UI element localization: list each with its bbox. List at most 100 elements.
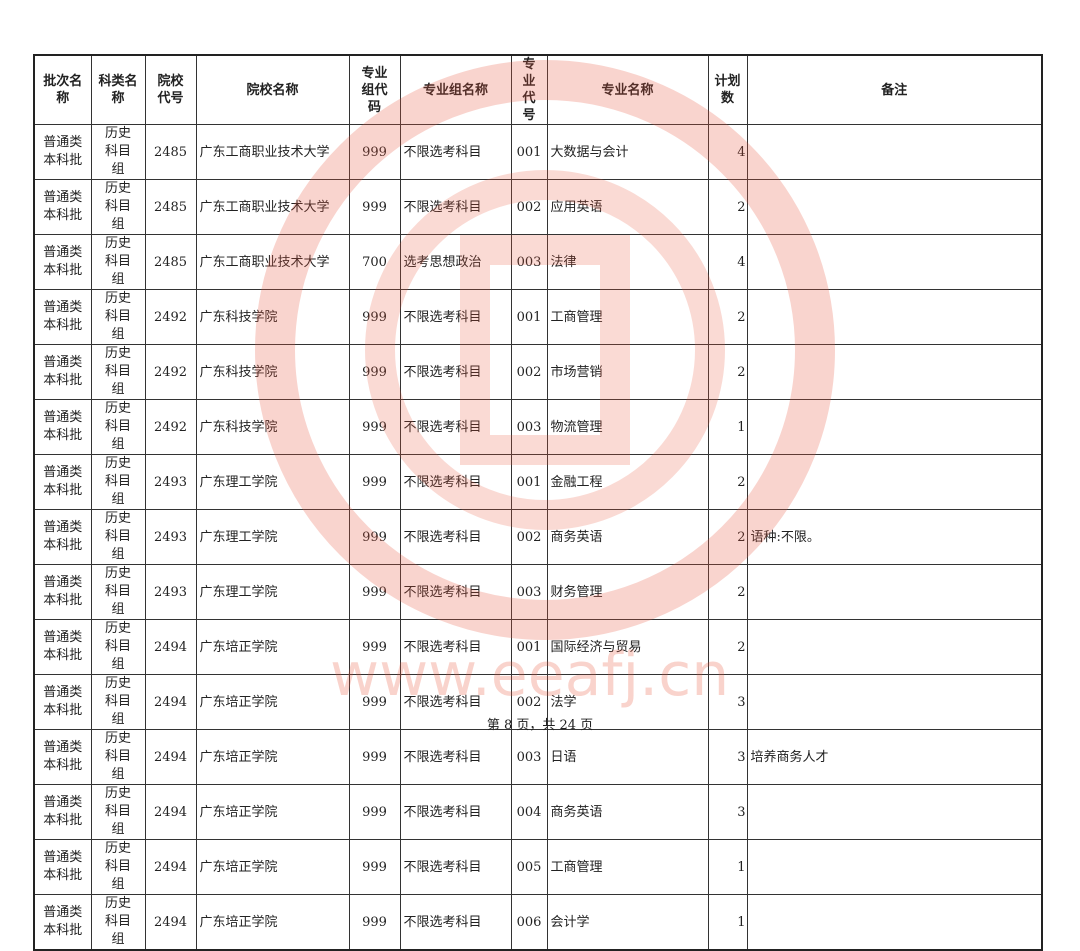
cell-school-name: 广东培正学院 [195, 839, 350, 895]
cell-remarks [746, 674, 1043, 730]
header-major-code: 专业代号 [510, 54, 548, 125]
cell-school-code: 2485 [144, 124, 197, 180]
cell-school-name: 广东培正学院 [195, 894, 350, 951]
cell-school-name: 广东培正学院 [195, 729, 350, 785]
cell-major-code: 003 [510, 234, 548, 290]
header-school-code: 院校代号 [144, 54, 197, 125]
header-batch: 批次名称 [33, 54, 92, 125]
cell-category: 历史科目组 [90, 839, 146, 895]
cell-category: 历史科目组 [90, 399, 146, 455]
cell-batch: 普通类本科批 [33, 344, 92, 400]
cell-major-code: 003 [510, 399, 548, 455]
cell-batch: 普通类本科批 [33, 894, 92, 951]
cell-major-code: 001 [510, 289, 548, 345]
cell-batch: 普通类本科批 [33, 839, 92, 895]
cell-group-code: 999 [348, 619, 401, 675]
header-category: 科类名称 [90, 54, 146, 125]
cell-major-name: 商务英语 [546, 784, 709, 840]
cell-batch: 普通类本科批 [33, 454, 92, 510]
table-row: 普通类本科批 历史科目组 2485 广东工商职业技术大学 999 不限选考科目 001 大数据… [33, 124, 1043, 180]
cell-remarks [746, 894, 1043, 951]
cell-group-name: 不限选考科目 [399, 289, 512, 345]
cell-group-code: 999 [348, 839, 401, 895]
cell-major-name: 法学 [546, 674, 709, 730]
cell-school-name: 广东理工学院 [195, 564, 350, 620]
cell-group-name: 选考思想政治 [399, 234, 512, 290]
cell-school-name: 广东科技学院 [195, 399, 350, 455]
cell-plan-count: 4 [707, 124, 748, 180]
cell-remarks [746, 124, 1043, 180]
cell-plan-count: 2 [707, 454, 748, 510]
cell-school-code: 2492 [144, 289, 197, 345]
cell-school-name: 广东理工学院 [195, 509, 350, 565]
table-row: 普通类本科批 历史科目组 2493 广东理工学院 999 不限选考科目 001 金融工程 2 [33, 454, 1043, 510]
cell-category: 历史科目组 [90, 179, 146, 235]
cell-major-code: 002 [510, 179, 548, 235]
cell-school-code: 2494 [144, 729, 197, 785]
header-plan-count: 计划数 [707, 54, 748, 125]
cell-school-name: 广东理工学院 [195, 454, 350, 510]
cell-remarks: 语种:不限。 [746, 509, 1043, 565]
cell-plan-count: 1 [707, 839, 748, 895]
cell-batch: 普通类本科批 [33, 289, 92, 345]
cell-category: 历史科目组 [90, 234, 146, 290]
table-row: 普通类本科批 历史科目组 2493 广东理工学院 999 不限选考科目 003 财务管理 2 [33, 564, 1043, 620]
cell-group-code: 999 [348, 179, 401, 235]
cell-remarks [746, 784, 1043, 840]
cell-category: 历史科目组 [90, 344, 146, 400]
cell-remarks [746, 619, 1043, 675]
cell-school-code: 2492 [144, 399, 197, 455]
header-major-name: 专业名称 [546, 54, 709, 125]
table-row: 普通类本科批 历史科目组 2485 广东工商职业技术大学 999 不限选考科目 002 应用英… [33, 179, 1043, 235]
cell-school-code: 2485 [144, 234, 197, 290]
table-row: 普通类本科批 历史科目组 2494 广东培正学院 999 不限选考科目 006 会计学 1 [33, 894, 1043, 951]
cell-major-name: 物流管理 [546, 399, 709, 455]
cell-plan-count: 2 [707, 344, 748, 400]
cell-group-code: 999 [348, 674, 401, 730]
cell-major-code: 003 [510, 729, 548, 785]
cell-major-name: 工商管理 [546, 839, 709, 895]
cell-major-code: 003 [510, 564, 548, 620]
table-row: 普通类本科批 历史科目组 2494 广东培正学院 999 不限选考科目 004 商务英语 3 [33, 784, 1043, 840]
cell-remarks [746, 564, 1043, 620]
cell-school-code: 2494 [144, 894, 197, 951]
cell-major-name: 金融工程 [546, 454, 709, 510]
cell-category: 历史科目组 [90, 729, 146, 785]
cell-school-code: 2494 [144, 784, 197, 840]
admission-plan-table: 批次名称 科类名称 院校代号 院校名称 专业组代码 专业组名称 专业代号 专业名称 计划数 备注 … [33, 54, 1043, 951]
cell-plan-count: 2 [707, 179, 748, 235]
cell-batch: 普通类本科批 [33, 564, 92, 620]
cell-remarks [746, 234, 1043, 290]
cell-group-name: 不限选考科目 [399, 509, 512, 565]
cell-major-name: 应用英语 [546, 179, 709, 235]
cell-remarks [746, 454, 1043, 510]
cell-category: 历史科目组 [90, 784, 146, 840]
cell-batch: 普通类本科批 [33, 729, 92, 785]
table-row: 普通类本科批 历史科目组 2485 广东工商职业技术大学 700 选考思想政治 003 法律 4 [33, 234, 1043, 290]
cell-batch: 普通类本科批 [33, 674, 92, 730]
cell-remarks [746, 344, 1043, 400]
cell-major-code: 002 [510, 344, 548, 400]
cell-plan-count: 4 [707, 234, 748, 290]
cell-major-name: 商务英语 [546, 509, 709, 565]
cell-group-code: 700 [348, 234, 401, 290]
table-row: 普通类本科批 历史科目组 2492 广东科技学院 999 不限选考科目 001 工商管理 2 [33, 289, 1043, 345]
cell-group-name: 不限选考科目 [399, 894, 512, 951]
cell-plan-count: 1 [707, 399, 748, 455]
cell-school-name: 广东培正学院 [195, 784, 350, 840]
cell-group-code: 999 [348, 454, 401, 510]
cell-group-name: 不限选考科目 [399, 784, 512, 840]
cell-batch: 普通类本科批 [33, 124, 92, 180]
cell-school-code: 2492 [144, 344, 197, 400]
cell-plan-count: 2 [707, 564, 748, 620]
cell-group-code: 999 [348, 289, 401, 345]
cell-group-name: 不限选考科目 [399, 839, 512, 895]
cell-group-code: 999 [348, 399, 401, 455]
cell-plan-count: 2 [707, 509, 748, 565]
header-remarks: 备注 [746, 54, 1043, 125]
cell-school-code: 2493 [144, 509, 197, 565]
table-row: 普通类本科批 历史科目组 2493 广东理工学院 999 不限选考科目 002 商务英语 2 语种… [33, 509, 1043, 565]
cell-group-code: 999 [348, 784, 401, 840]
cell-plan-count: 2 [707, 289, 748, 345]
cell-batch: 普通类本科批 [33, 619, 92, 675]
